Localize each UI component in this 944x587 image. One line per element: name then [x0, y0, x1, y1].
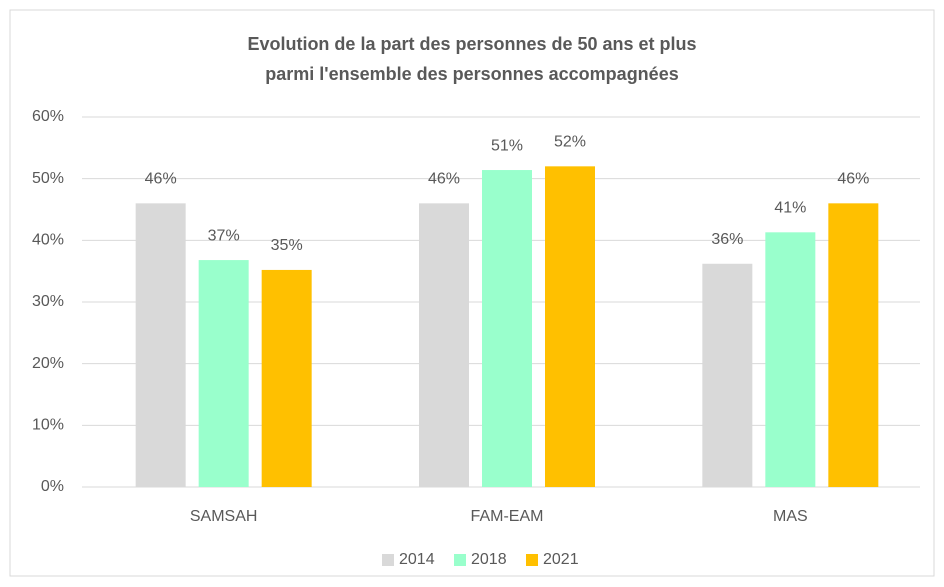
bar: [135, 203, 186, 488]
y-tick-label: 20%: [32, 355, 64, 372]
bar: [545, 166, 595, 488]
data-label: 35%: [271, 237, 303, 254]
legend-label: 2014: [399, 551, 435, 568]
y-tick-label: 30%: [32, 293, 64, 310]
data-label: 37%: [208, 227, 240, 244]
bar: [765, 232, 816, 487]
chart-title: parmi l'ensemble des personnes accompagn…: [265, 64, 678, 84]
y-tick-label: 40%: [32, 232, 64, 249]
bar: [419, 203, 469, 488]
bar: [198, 260, 249, 487]
legend-swatch: [454, 554, 466, 566]
bar: [482, 170, 532, 488]
legend-swatch: [382, 554, 394, 566]
legend-swatch: [526, 554, 538, 566]
bar: [702, 263, 753, 487]
y-tick-label: 0%: [41, 478, 64, 495]
data-label: 46%: [837, 171, 869, 188]
legend-label: 2021: [543, 551, 579, 568]
data-label: 46%: [428, 171, 460, 188]
legend-label: 2018: [471, 551, 507, 568]
y-tick-label: 10%: [32, 417, 64, 434]
chart-title: Evolution de la part des personnes de 50…: [247, 34, 696, 54]
data-label: 52%: [554, 134, 586, 151]
y-tick-label: 50%: [32, 170, 64, 187]
x-tick-label: MAS: [773, 508, 808, 525]
bar: [828, 203, 879, 488]
data-label: 46%: [145, 171, 177, 188]
bar: [261, 269, 312, 487]
data-label: 51%: [491, 137, 523, 154]
data-label: 41%: [774, 200, 806, 217]
x-tick-label: SAMSAH: [190, 508, 258, 525]
y-tick-label: 60%: [32, 108, 64, 125]
data-label: 36%: [711, 231, 743, 248]
x-tick-label: FAM-EAM: [471, 508, 544, 525]
